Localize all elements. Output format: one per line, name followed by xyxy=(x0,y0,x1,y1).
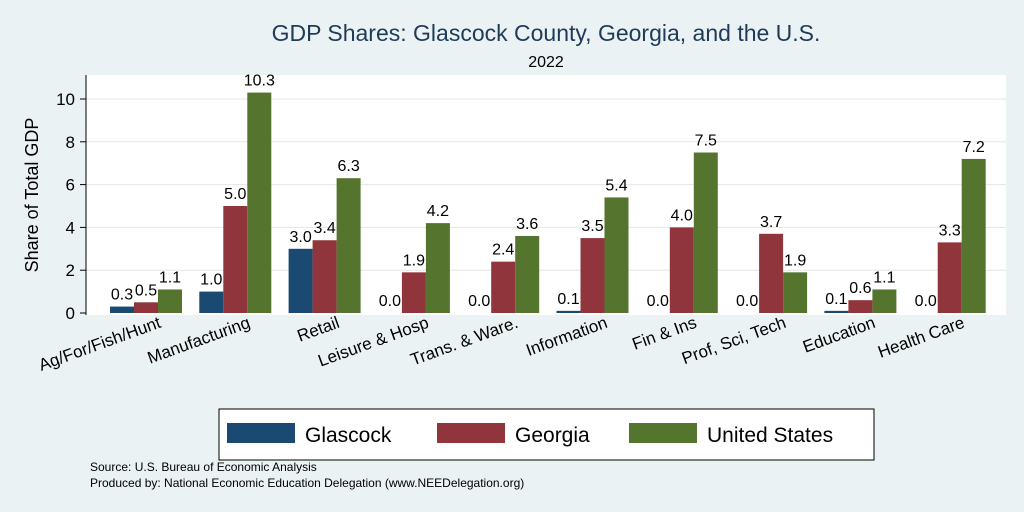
value-label: 3.6 xyxy=(516,216,538,233)
value-label: 5.0 xyxy=(224,186,246,203)
bar-georgia-1 xyxy=(223,206,248,313)
x-category-label: Retail xyxy=(295,313,342,346)
bar-glascock-0 xyxy=(110,306,134,313)
value-label: 1.9 xyxy=(784,252,806,269)
x-category-label: Health Care xyxy=(875,313,967,362)
bar-united-states-6 xyxy=(693,152,718,313)
value-labels: 0.3 0.51.1 1.05.010.33.03.46.30.01.94.20.0… xyxy=(111,73,985,310)
legend-swatch-georgia xyxy=(437,423,505,443)
bar-georgia-3 xyxy=(401,272,426,313)
value-label: 0.3 xyxy=(111,287,133,304)
value-label: 3.5 xyxy=(581,218,603,235)
value-label: 4.0 xyxy=(671,207,693,224)
bar-georgia-6 xyxy=(669,227,694,313)
value-label: 5.4 xyxy=(605,177,627,194)
bar-georgia-8 xyxy=(848,300,873,313)
bar-united-states-7 xyxy=(783,272,808,313)
bar-glascock-1 xyxy=(199,291,224,313)
value-label: 3.0 xyxy=(289,229,311,246)
value-label: 3.3 xyxy=(939,222,961,239)
legend-label: United States xyxy=(707,424,833,447)
y-axis: 0 2 4 6 8 10 xyxy=(56,75,87,323)
source-note: Source: U.S. Bureau of Economic Analysis xyxy=(90,460,317,474)
value-label: 3.4 xyxy=(313,220,335,237)
y-tick-label-4: 4 xyxy=(66,218,75,237)
value-label: 1.1 xyxy=(159,269,181,286)
legend-swatch-glascock xyxy=(227,423,295,443)
y-axis-label: Share of Total GDP xyxy=(22,118,42,273)
y-tick-label-0: 0 xyxy=(66,304,75,323)
y-tick-label-6: 6 xyxy=(66,176,75,195)
bar-georgia-5 xyxy=(580,238,605,313)
bar-united-states-0 xyxy=(158,289,182,313)
bar-georgia-7 xyxy=(759,233,784,313)
bar-georgia-4 xyxy=(491,261,516,313)
bar-georgia-2 xyxy=(312,240,337,313)
bar-georgia-0 xyxy=(134,302,158,313)
value-label: 1.1 xyxy=(873,269,895,286)
produced-by-note: Produced by: National Economic Education… xyxy=(90,476,524,490)
bar-glascock-2 xyxy=(288,248,313,313)
value-label: 0.0 xyxy=(647,293,669,310)
value-label: 1.9 xyxy=(403,252,425,269)
y-tick-label-2: 2 xyxy=(66,261,75,280)
x-category-label: Manufacturing xyxy=(145,313,253,368)
bar-united-states-5 xyxy=(604,197,629,313)
bar-united-states-2 xyxy=(336,178,361,313)
value-label: 1.0 xyxy=(200,272,222,289)
chart-subtitle: 2022 xyxy=(528,54,564,71)
value-label: 0.6 xyxy=(849,280,871,297)
bars xyxy=(110,92,986,313)
value-label: 7.5 xyxy=(695,133,717,150)
bar-glascock-5 xyxy=(556,310,581,313)
value-label: 3.7 xyxy=(760,214,782,231)
value-label: 0.0 xyxy=(915,293,937,310)
value-label: 7.2 xyxy=(963,139,985,156)
value-label: 10.3 xyxy=(244,73,275,90)
legend-box xyxy=(218,408,875,461)
value-label: 0.5 xyxy=(135,282,157,299)
chart-title: GDP Shares: Glascock County, Georgia, an… xyxy=(272,20,821,46)
bar-glascock-8 xyxy=(824,310,849,313)
bar-united-states-4 xyxy=(515,235,540,313)
value-label: 2.4 xyxy=(492,242,514,259)
x-category-label: Education xyxy=(800,313,878,357)
y-tick-label-8: 8 xyxy=(66,133,75,152)
bar-georgia-9 xyxy=(937,242,962,313)
legend-swatch-united-states xyxy=(629,423,697,443)
x-category-label: Information xyxy=(523,313,609,360)
bar-united-states-1 xyxy=(247,92,272,313)
value-label: 0.0 xyxy=(379,293,401,310)
value-label: 6.3 xyxy=(337,158,359,175)
legend-label: Glascock xyxy=(305,424,392,447)
bar-united-states-3 xyxy=(425,223,450,313)
value-label: 0.1 xyxy=(557,291,579,308)
value-label: 0.0 xyxy=(736,293,758,310)
bar-united-states-8 xyxy=(872,289,897,313)
value-label: 0.0 xyxy=(468,293,490,310)
value-label: 0.1 xyxy=(825,291,847,308)
value-label: 4.2 xyxy=(427,203,449,220)
y-tick-label-10: 10 xyxy=(56,90,75,109)
legend-label: Georgia xyxy=(515,424,590,447)
legend: Glascock Georgia United States xyxy=(218,408,875,461)
bar-united-states-9 xyxy=(961,158,986,313)
x-category-label: Ag/For/Fish/Hunt xyxy=(36,313,163,375)
